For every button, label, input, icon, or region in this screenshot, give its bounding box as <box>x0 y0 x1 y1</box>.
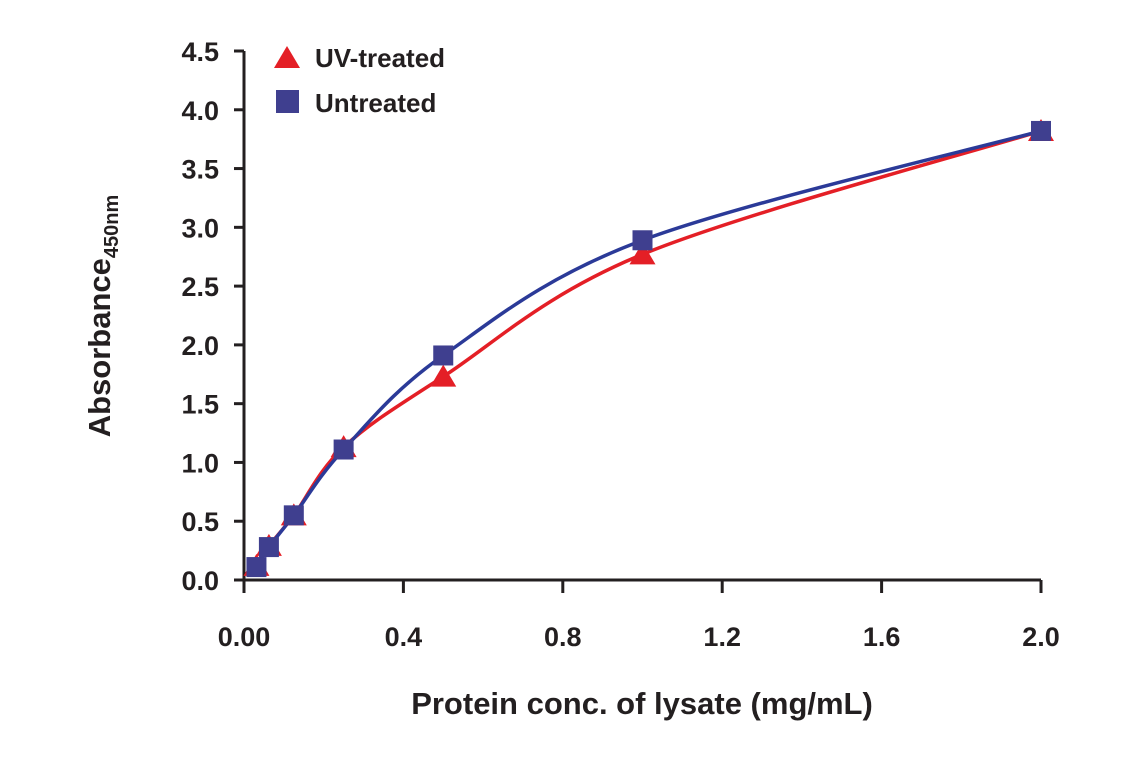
fit-curve-uv-treated <box>254 129 1042 567</box>
x-tick-label: 0.8 <box>544 622 582 652</box>
data-points <box>243 118 1054 578</box>
point-untreated <box>246 557 267 578</box>
legend-square-icon <box>276 90 299 113</box>
legend: UV-treated Untreated <box>274 43 445 118</box>
y-tick-label: 0.0 <box>181 566 219 596</box>
x-tick-label: 0.4 <box>385 622 423 652</box>
point-uv-treated <box>629 242 656 265</box>
legend-label-uv-treated: UV-treated <box>315 43 445 73</box>
fit-curves <box>254 129 1042 568</box>
y-tick-label: 4.0 <box>181 96 219 126</box>
x-tick-label: 1.2 <box>703 622 741 652</box>
y-axis-label-group: Absorbance450nm <box>82 195 123 438</box>
y-axis-label: Absorbance <box>82 258 117 437</box>
legend-triangle-icon <box>274 46 300 68</box>
legend-label-untreated: Untreated <box>315 88 436 118</box>
svg-text:Absorbance450nm: Absorbance450nm <box>82 195 123 438</box>
x-tick-label: 2.0 <box>1022 622 1060 652</box>
y-tick-label: 0.5 <box>181 507 219 537</box>
y-tick-label: 2.0 <box>181 331 219 361</box>
point-untreated <box>632 230 653 251</box>
y-tick-label: 4.5 <box>181 37 219 67</box>
point-untreated <box>433 345 454 366</box>
axes: 0.0 0.5 1.0 1.5 2.0 2.5 3.0 3.5 4.0 4.5 0.00 0.4 0.8… <box>181 37 1059 652</box>
point-untreated <box>1031 120 1051 141</box>
point-untreated <box>283 505 304 526</box>
point-untreated <box>333 439 354 460</box>
point-untreated <box>258 537 279 558</box>
x-tick-label: 0.00 <box>218 622 271 652</box>
y-axis-label-subscript: 450nm <box>101 195 123 258</box>
point-uv-treated <box>430 364 457 387</box>
y-tick-label: 3.0 <box>181 213 219 243</box>
y-tick-label: 2.5 <box>181 272 219 302</box>
y-tick-label: 3.5 <box>181 155 219 185</box>
y-tick-label: 1.0 <box>181 448 219 478</box>
fit-curve-untreated <box>254 129 1042 568</box>
y-tick-label: 1.5 <box>181 390 219 420</box>
x-axis-label: Protein conc. of lysate (mg/mL) <box>411 686 873 721</box>
x-tick-label: 1.6 <box>863 622 901 652</box>
